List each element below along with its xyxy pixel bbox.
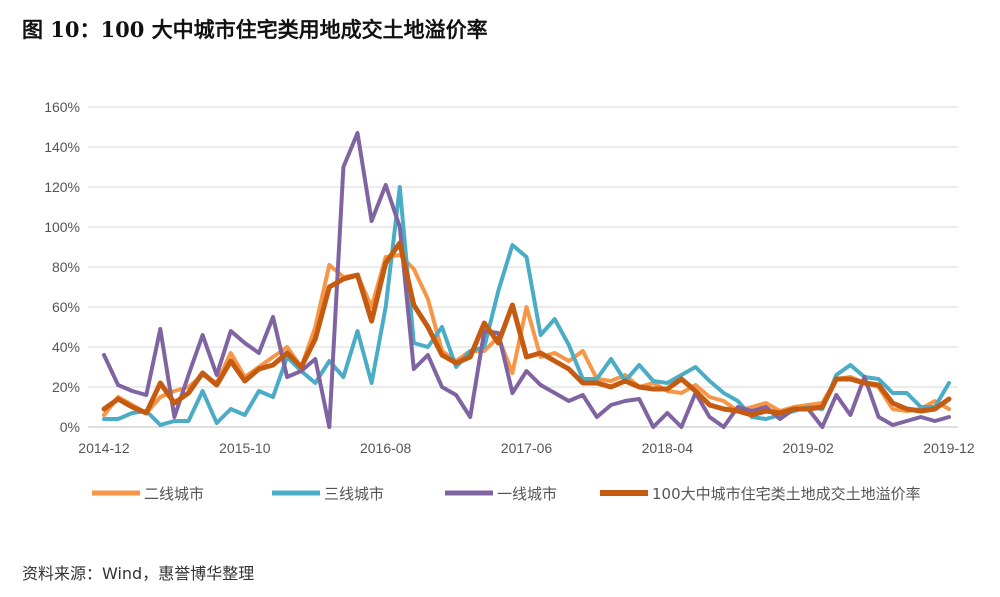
x-tick-label: 2016-08 bbox=[360, 440, 412, 456]
y-tick-label: 120% bbox=[44, 179, 80, 195]
legend: 二线城市 三线城市 一线城市 100大中城市住宅类土地成交土地溢价率 bbox=[92, 485, 921, 503]
y-tick-label: 80% bbox=[52, 259, 80, 275]
x-tick-label: 2019-02 bbox=[782, 440, 834, 456]
x-tick-label: 2015-10 bbox=[219, 440, 271, 456]
x-axis: 2014-12 2015-10 2016-08 2017-06 2018-04 2019-… bbox=[78, 426, 975, 456]
legend-label: 一线城市 bbox=[497, 485, 557, 503]
x-tick-label: 2018-04 bbox=[642, 440, 694, 456]
y-tick-label: 140% bbox=[44, 139, 80, 155]
legend-label: 100大中城市住宅类土地成交土地溢价率 bbox=[652, 485, 921, 503]
series-line-3 bbox=[102, 131, 951, 429]
legend-label: 二线城市 bbox=[144, 485, 204, 503]
y-axis-ticks: 0% 20% 40% 60% 80% 100% 120% 140% 160% bbox=[44, 99, 80, 435]
y-tick-label: 60% bbox=[52, 299, 80, 315]
y-tick-label: 0% bbox=[60, 419, 80, 435]
y-tick-label: 20% bbox=[52, 379, 80, 395]
chart-title: 图 10：100 大中城市住宅类用地成交土地溢价率 bbox=[22, 17, 488, 42]
legend-label: 三线城市 bbox=[324, 485, 384, 503]
source-note: 资料来源：Wind，惠誉博华整理 bbox=[22, 564, 255, 583]
y-tick-label: 160% bbox=[44, 99, 80, 115]
x-tick-label: 2019-12 bbox=[923, 440, 975, 456]
x-tick-label: 2014-12 bbox=[78, 440, 130, 456]
series-line-4 bbox=[101, 240, 952, 418]
y-tick-label: 40% bbox=[52, 339, 80, 355]
series-lines bbox=[101, 131, 952, 429]
y-tick-label: 100% bbox=[44, 219, 80, 235]
x-tick-label: 2017-06 bbox=[501, 440, 553, 456]
